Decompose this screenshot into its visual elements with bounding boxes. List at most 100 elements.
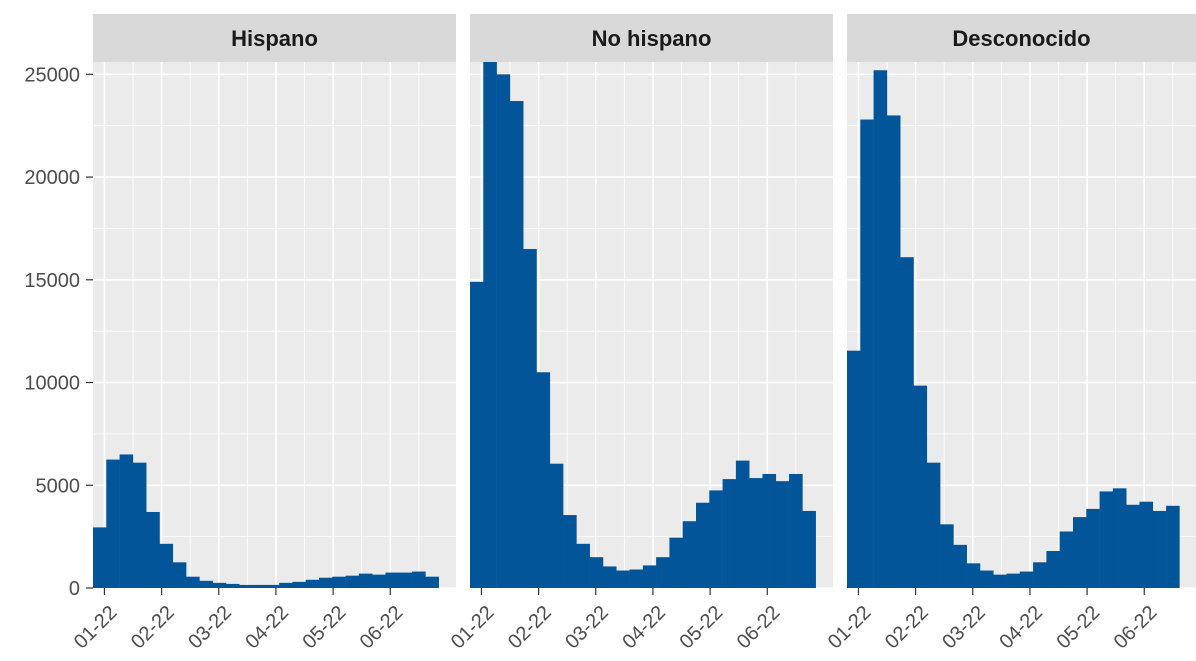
x-tick-label: 06-22 (356, 602, 408, 654)
histogram-bar (735, 460, 750, 588)
y-tick-label: 0 (69, 578, 80, 600)
histogram-bar (496, 74, 511, 588)
histogram-bar (252, 584, 267, 588)
histogram-bar (789, 473, 803, 588)
histogram-bar (926, 462, 941, 588)
histogram-bar (979, 570, 994, 588)
histogram-bar (1006, 573, 1021, 588)
histogram-bar (1046, 551, 1061, 588)
histogram-bar (279, 582, 293, 588)
histogram-bar (993, 574, 1007, 588)
x-tick-label: 02-22 (881, 602, 933, 654)
x-tick-label: 01-22 (70, 602, 122, 654)
facet-title: Hispano (231, 26, 318, 51)
histogram-bar (186, 576, 200, 588)
histogram-bar (873, 70, 888, 588)
histogram-bar (1139, 501, 1154, 588)
histogram-bar (1086, 508, 1100, 588)
panel-background (93, 62, 456, 588)
histogram-bar (1033, 562, 1047, 588)
histogram-bar (1059, 531, 1074, 588)
x-tick-label: 01-22 (447, 602, 499, 654)
histogram-bar (886, 115, 901, 588)
histogram-bar (412, 571, 426, 588)
x-tick-label: 04-22 (995, 602, 1047, 654)
histogram-bar (199, 580, 213, 588)
x-tick-label: 05-22 (676, 602, 728, 654)
histogram-bar (966, 563, 981, 588)
x-tick-label: 03-22 (561, 602, 613, 654)
histogram-bar (372, 574, 386, 588)
facet-panel-2: Desconocido 01-22 02-22 03-22 04-22 05-22 06-2… (824, 14, 1196, 653)
histogram-bar (616, 570, 630, 588)
y-tick-label: 10000 (24, 373, 80, 395)
histogram-bar (345, 575, 360, 588)
bars (93, 454, 439, 588)
x-tick-label: 03-22 (938, 602, 990, 654)
facet-strip (470, 14, 833, 62)
facet-title: Desconocido (952, 26, 1090, 51)
histogram-bar (602, 566, 617, 588)
histogram-bar (722, 479, 737, 588)
histogram-bar (563, 515, 577, 588)
histogram-bar (629, 569, 644, 588)
histogram-bar (762, 473, 777, 588)
histogram-bar (656, 557, 670, 588)
histogram-bar (775, 481, 790, 588)
facet-panel-0: Hispano 01-22 02-22 03-22 04-22 05-22 06-22 (70, 14, 456, 653)
histogram-bar (146, 511, 160, 588)
histogram-bar (1152, 510, 1167, 588)
facet-title: No hispano (592, 26, 712, 51)
x-tick-label: 04-22 (241, 602, 293, 654)
histogram-bar (172, 562, 187, 588)
histogram-bar (802, 510, 816, 588)
histogram-bar (549, 463, 564, 588)
histogram-bar (132, 462, 147, 588)
y-tick-label: 15000 (24, 270, 80, 292)
y-tick-label: 20000 (24, 167, 80, 189)
histogram-bar (398, 572, 413, 588)
histogram-bar (225, 583, 240, 588)
bars (847, 70, 1180, 588)
histogram-bar (642, 565, 657, 588)
histogram-bar (669, 537, 684, 588)
facet-strip (847, 14, 1196, 62)
histogram-bar (425, 576, 439, 588)
x-tick-label: 06-22 (1110, 602, 1162, 654)
histogram-bar (1166, 505, 1180, 588)
histogram-bar (749, 478, 763, 588)
histogram-bar (589, 557, 604, 588)
histogram-bar (523, 248, 537, 588)
bars (470, 62, 816, 588)
x-tick-label: 02-22 (127, 602, 179, 654)
x-tick-label: 04-22 (618, 602, 670, 654)
histogram-bar (1073, 517, 1087, 588)
histogram-bar (1099, 491, 1114, 588)
histogram-bar (576, 543, 590, 588)
histogram-bar (1112, 488, 1127, 588)
x-tick-label: 02-22 (504, 602, 556, 654)
histogram-bar (847, 350, 861, 588)
histogram-bar (319, 577, 333, 588)
histogram-bar (696, 502, 710, 588)
histogram-bar (305, 579, 320, 588)
histogram-bar (106, 459, 120, 588)
histogram-bar (239, 584, 253, 588)
x-tick-label: 05-22 (299, 602, 351, 654)
histogram-bar (93, 527, 107, 588)
x-tick-label: 06-22 (733, 602, 785, 654)
y-tick-label: 5000 (36, 475, 81, 497)
facet-panel-1: No hispano 01-22 02-22 03-22 04-22 05-22 06-22 (447, 14, 833, 653)
x-tick-label: 03-22 (184, 602, 236, 654)
histogram-bar (900, 257, 914, 588)
histogram-bar (332, 576, 346, 588)
histogram-bar (358, 573, 373, 588)
x-tick-label: 05-22 (1053, 602, 1105, 654)
grid-lines (93, 62, 456, 588)
histogram-bar (709, 490, 723, 588)
histogram-bar (212, 582, 227, 588)
facet-strip (93, 14, 456, 62)
histogram-bar (292, 581, 307, 588)
y-tick-label: 25000 (24, 64, 80, 86)
histogram-bar (1126, 504, 1140, 588)
